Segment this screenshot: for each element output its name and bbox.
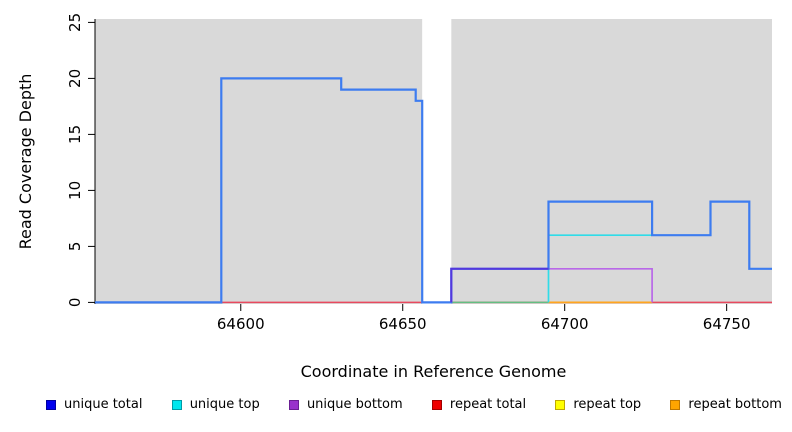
legend-swatch-icon <box>46 400 56 410</box>
legend-label: repeat bottom <box>688 397 782 412</box>
legend-swatch-icon <box>288 400 299 410</box>
legend-label: unique total <box>64 397 143 412</box>
y-tick-label: 15 <box>66 125 84 144</box>
x-tick-label: 64700 <box>541 315 589 333</box>
masked-region <box>422 18 452 305</box>
y-axis-title: Read Coverage Depth <box>16 74 35 250</box>
legend-item-repeat-bottom: repeat bottom <box>670 396 782 414</box>
legend-label: repeat total <box>449 397 527 412</box>
x-tick-label: 64650 <box>379 315 427 333</box>
legend-item-unique-top: unique top <box>171 396 260 414</box>
legend-swatch-icon <box>555 400 566 410</box>
legend-swatch-icon <box>670 400 681 410</box>
legend-label: unique bottom <box>306 397 403 412</box>
legend-swatch-icon <box>431 400 442 410</box>
legend-label: repeat top <box>573 397 642 412</box>
legend-item-unique-total: unique total <box>46 396 142 414</box>
y-tick-label: 0 <box>66 298 84 308</box>
y-tick-label: 10 <box>66 181 84 200</box>
legend-item-repeat-total: repeat total <box>431 396 527 414</box>
x-tick-label: 64600 <box>217 315 265 333</box>
legend-swatch-icon <box>171 400 182 410</box>
legend-item-unique-bottom: unique bottom <box>288 396 403 414</box>
legend: unique total unique top unique bottom repea… <box>0 396 792 414</box>
total-bottom-overlap-line <box>450 267 549 303</box>
y-tick-label: 25 <box>66 13 84 32</box>
coverage-plot-canvas: 0 5 10 15 20 25 64600 64650 64700 64750 Coordinate… <box>16 13 772 381</box>
legend-item-repeat-top: repeat top <box>555 396 641 414</box>
x-axis-title: Coordinate in Reference Genome <box>301 362 567 381</box>
legend-label: unique top <box>189 397 260 412</box>
x-tick-label: 64750 <box>703 315 751 333</box>
y-tick-label: 20 <box>66 69 84 88</box>
y-tick-label: 5 <box>66 242 84 252</box>
